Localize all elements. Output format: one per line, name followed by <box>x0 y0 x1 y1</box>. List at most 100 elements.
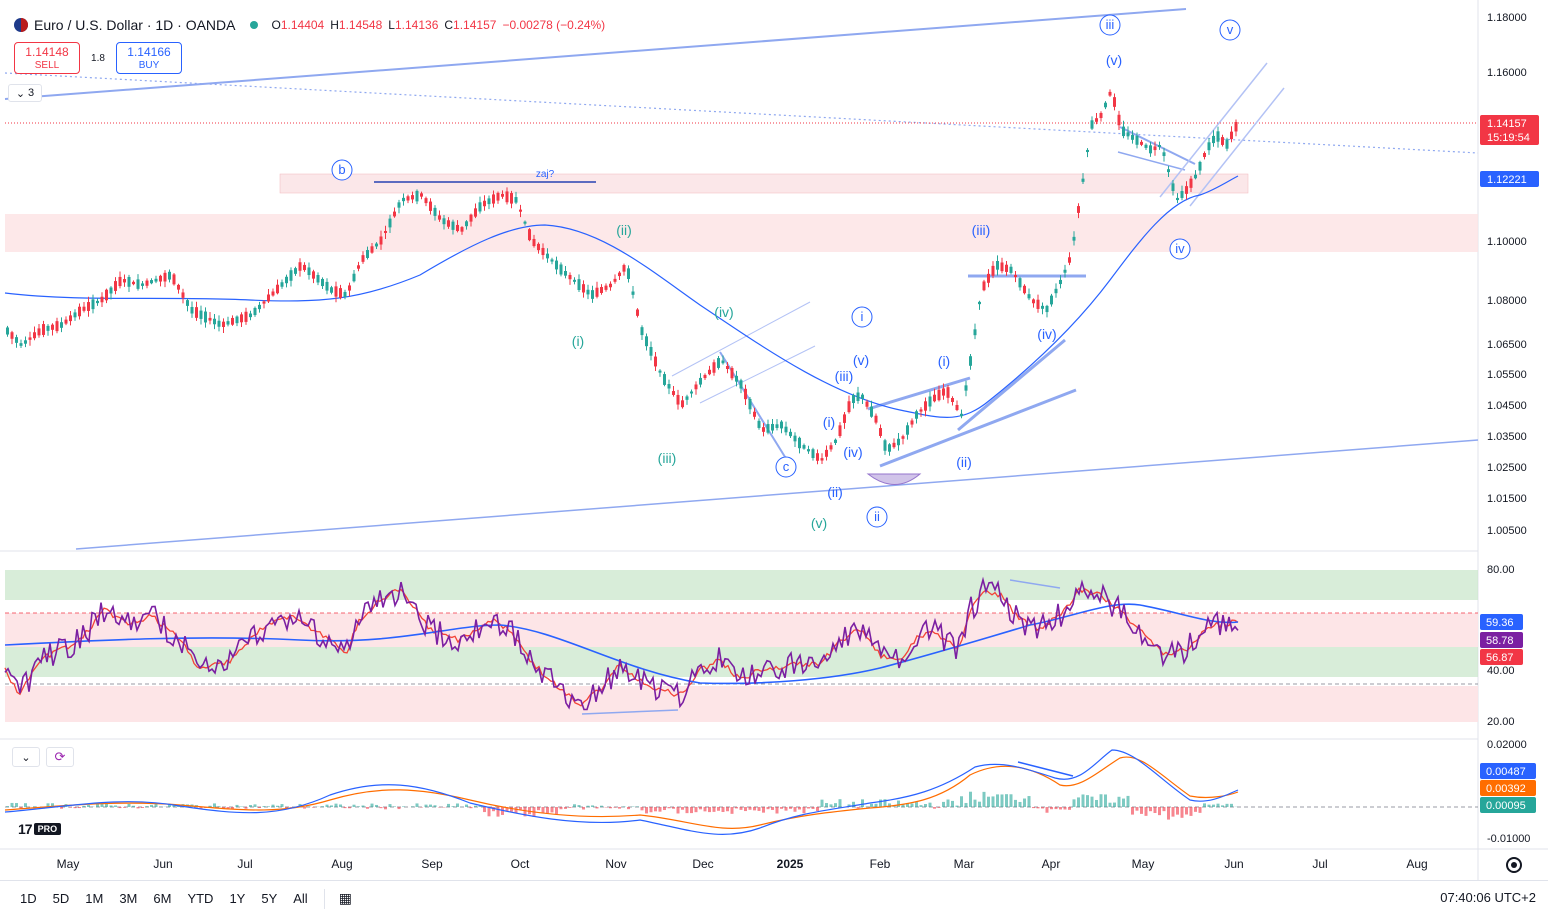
candle-body <box>888 444 891 452</box>
macd-histogram-bar <box>703 807 707 812</box>
macd-histogram-bar <box>78 807 81 809</box>
candle-body <box>1059 279 1062 285</box>
macd-histogram-bar <box>127 803 131 807</box>
candle-body <box>6 327 9 335</box>
macd-histogram-bar <box>667 807 671 809</box>
buy-price: 1.14166 <box>127 45 171 59</box>
timeframe-6m[interactable]: 6M <box>153 891 172 906</box>
candle-body <box>33 332 36 339</box>
timeframe-1m[interactable]: 1M <box>85 891 104 906</box>
macd-histogram-bar <box>1185 807 1188 815</box>
timeframe-all[interactable]: All <box>293 891 308 906</box>
macd-histogram-bar <box>1027 796 1031 807</box>
gear-icon[interactable] <box>1506 857 1522 873</box>
wave-label: (ii) <box>956 454 972 470</box>
time-axis-label: 2025 <box>777 857 804 871</box>
macd-histogram-bar <box>285 807 288 809</box>
wave-label-text: zaj? <box>536 169 555 180</box>
candle-body <box>249 313 252 318</box>
macd-pane-controls: ⌄ ⟳ <box>12 747 74 767</box>
macd-histogram-bar <box>1198 807 1202 813</box>
macd-histogram-bar <box>1212 804 1215 807</box>
macd-axis-tick: -0.01000 <box>1487 833 1530 845</box>
price-axis-tick: 1.06500 <box>1487 339 1527 351</box>
candle-body <box>1158 144 1161 148</box>
price-axis-tick: 1.03500 <box>1487 431 1527 443</box>
timeframe-3m[interactable]: 3M <box>119 891 138 906</box>
symbol-title[interactable]: Euro / U.S. Dollar · 1D · OANDA <box>34 17 236 33</box>
candle-body <box>285 276 288 284</box>
candle-body <box>555 260 558 270</box>
candle-body <box>1077 206 1080 213</box>
time-axis-label: Nov <box>605 857 626 871</box>
time-axis-label: Jul <box>237 857 252 871</box>
candle-body <box>145 280 149 286</box>
buy-button[interactable]: 1.14166 BUY <box>116 42 182 74</box>
wave-label-text: (v) <box>853 352 869 368</box>
market-status-dot-icon[interactable] <box>249 21 258 29</box>
candle-body <box>1014 274 1017 278</box>
macd-histogram-bar <box>451 806 455 807</box>
candle-body <box>937 389 941 401</box>
candle-body <box>1176 197 1179 201</box>
candle-body <box>1072 236 1076 241</box>
wave-label-text: (v) <box>811 515 827 531</box>
candle-body <box>73 312 77 318</box>
macd-histogram-bar <box>1099 794 1103 807</box>
macd-histogram-bar <box>573 804 576 807</box>
candle-body <box>424 198 428 204</box>
candle-body <box>906 425 909 435</box>
tv-logo-mark-icon: 17 <box>18 821 33 837</box>
candle-body <box>1009 266 1013 273</box>
macd-histogram-bar <box>280 804 284 807</box>
timeframe-5d[interactable]: 5D <box>52 891 70 906</box>
tradingview-logo[interactable]: 17 PRO <box>18 821 62 837</box>
candle-body <box>996 261 999 270</box>
ohlc-change: −0.00278 (−0.24%) <box>502 18 606 32</box>
candle-body <box>496 192 500 201</box>
macd-histogram-bar <box>33 806 36 807</box>
candle-body <box>1171 183 1175 191</box>
pane-collapse-button[interactable]: ⌄ <box>12 747 40 767</box>
macd-histogram-bar <box>1009 794 1013 807</box>
wave-label-text: (ii) <box>956 454 972 470</box>
timeframe-5y[interactable]: 5Y <box>261 891 278 906</box>
candle-body <box>807 449 810 452</box>
chart-canvas[interactable]: 1.18000 1.16000 1.10000 1.08000 1.06500 1.055… <box>0 0 1548 880</box>
macd-histogram-bar <box>1180 807 1184 818</box>
macd-histogram-bar <box>924 804 927 807</box>
candle-body <box>622 265 626 272</box>
candle-body <box>892 442 896 448</box>
candle-body <box>811 449 815 459</box>
macd-histogram-bar <box>1140 807 1143 814</box>
macd-histogram-bar <box>307 806 311 807</box>
candle-body <box>163 272 167 282</box>
candle-body <box>433 207 437 216</box>
clock[interactable]: 07:40:06 UTC+2 <box>1440 890 1536 905</box>
sell-button[interactable]: 1.14148 SELL <box>14 42 80 74</box>
macd-histogram-bar <box>1068 807 1071 810</box>
timeframe-1y[interactable]: 1Y <box>229 891 246 906</box>
candle-body <box>55 321 59 332</box>
calendar-icon[interactable]: ▦ <box>338 890 352 906</box>
macd-histogram-bar <box>262 806 266 807</box>
macd-histogram-bar <box>663 807 666 811</box>
macd-histogram-bar <box>361 805 365 807</box>
timeframe-ytd[interactable]: YTD <box>187 891 214 906</box>
rsi-value-label: 56.87 <box>1486 652 1514 664</box>
macd-histogram-bar <box>649 807 653 813</box>
macd-histogram-bar <box>222 807 225 809</box>
refresh-button[interactable]: ⟳ <box>46 747 74 767</box>
candle-body <box>1090 120 1094 129</box>
macd-histogram-bar <box>505 807 509 812</box>
time-axis-label: Mar <box>954 857 975 871</box>
wave-label-text: (v) <box>1106 52 1122 68</box>
macd-histogram-bar <box>366 807 369 809</box>
macd-histogram-bar <box>564 807 567 809</box>
indicators-collapse-button[interactable]: ⌄ 3 <box>8 84 42 102</box>
macd-histogram-bar <box>825 803 828 807</box>
candle-body <box>600 287 603 293</box>
candle-body <box>654 356 657 367</box>
time-axis-label: Oct <box>511 857 530 871</box>
timeframe-1d[interactable]: 1D <box>20 891 37 906</box>
